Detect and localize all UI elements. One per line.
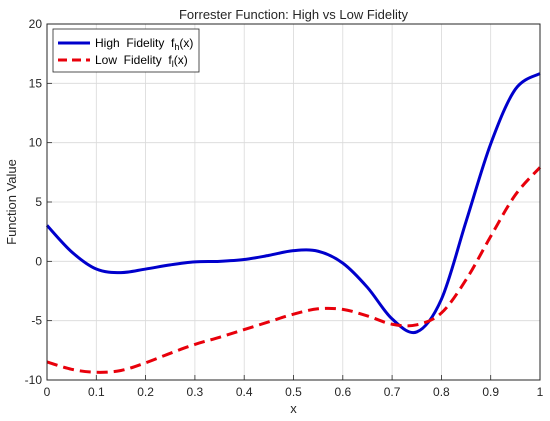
y-tick-label: -10	[25, 373, 43, 387]
series-line-high-fidelity	[45, 72, 541, 335]
legend-high-main: High Fidelity f	[95, 36, 175, 50]
series-layer	[45, 72, 542, 374]
y-axis-label: Function Value	[4, 159, 19, 245]
y-tick-label: 5	[35, 195, 42, 209]
chart-title: Forrester Function: High vs Low Fidelity	[179, 7, 409, 22]
y-tick-label: 0	[35, 254, 42, 268]
x-axis-label: x	[290, 401, 297, 416]
legend-label-low-fidelity: Low Fidelity fl(x)	[95, 53, 188, 69]
x-tick-label: 0.5	[285, 385, 302, 399]
legend-label-high-fidelity: High Fidelity fh(x)	[95, 36, 193, 52]
y-tick-label: 15	[29, 76, 43, 90]
y-tick-label: 20	[29, 17, 43, 31]
x-tick-label: 0.8	[433, 385, 450, 399]
x-tick-label: 0.1	[88, 385, 105, 399]
legend: High Fidelity fh(x) Low Fidelity fl(x)	[52, 28, 200, 73]
x-tick-label: 0.7	[384, 385, 401, 399]
y-tick-label: -5	[31, 314, 42, 328]
tick-labels: 0 0.1 0.2 0.3 0.4 0.5 0.6 0.7 0.8 0.9 1 -10 -5 0 5 10 15…	[25, 17, 544, 399]
legend-low-tail: (x)	[174, 53, 188, 67]
x-tick-label: 0.6	[334, 385, 351, 399]
x-tick-label: 0.4	[236, 385, 253, 399]
legend-low-main: Low Fidelity f	[95, 53, 172, 67]
x-tick-label: 1	[537, 385, 544, 399]
x-tick-label: 0.9	[482, 385, 499, 399]
legend-high-sub: h	[174, 42, 179, 52]
series-line-low-fidelity	[46, 166, 542, 374]
legend-box	[52, 28, 200, 73]
y-tick-label: 10	[29, 136, 43, 150]
legend-low-sub: l	[172, 59, 174, 69]
legend-high-tail: (x)	[179, 36, 193, 50]
x-tick-label: 0.2	[137, 385, 154, 399]
x-tick-label: 0	[44, 385, 51, 399]
tick-marks	[46, 23, 541, 381]
x-tick-label: 0.3	[187, 385, 204, 399]
